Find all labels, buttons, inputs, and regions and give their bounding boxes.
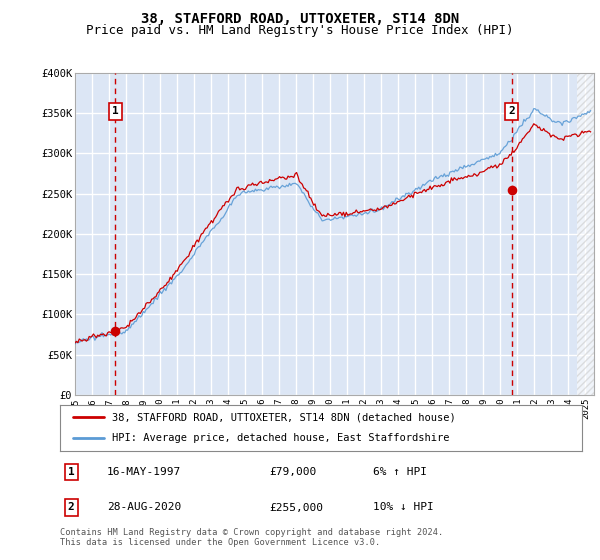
Text: 38, STAFFORD ROAD, UTTOXETER, ST14 8DN (detached house): 38, STAFFORD ROAD, UTTOXETER, ST14 8DN (…	[112, 412, 456, 422]
Text: £79,000: £79,000	[269, 467, 316, 477]
Text: Contains HM Land Registry data © Crown copyright and database right 2024.
This d: Contains HM Land Registry data © Crown c…	[60, 528, 443, 547]
Text: 10% ↓ HPI: 10% ↓ HPI	[373, 502, 434, 512]
Point	[507, 185, 517, 194]
Text: 6% ↑ HPI: 6% ↑ HPI	[373, 467, 427, 477]
Text: Price paid vs. HM Land Registry's House Price Index (HPI): Price paid vs. HM Land Registry's House …	[86, 24, 514, 36]
Text: 28-AUG-2020: 28-AUG-2020	[107, 502, 181, 512]
Text: 2: 2	[508, 106, 515, 116]
Text: 1: 1	[112, 106, 119, 116]
Text: 2: 2	[68, 502, 74, 512]
Text: £255,000: £255,000	[269, 502, 323, 512]
Text: 16-MAY-1997: 16-MAY-1997	[107, 467, 181, 477]
Point	[110, 326, 120, 335]
Bar	[577, 73, 594, 395]
Text: 38, STAFFORD ROAD, UTTOXETER, ST14 8DN: 38, STAFFORD ROAD, UTTOXETER, ST14 8DN	[141, 12, 459, 26]
Text: 1: 1	[68, 467, 74, 477]
Text: HPI: Average price, detached house, East Staffordshire: HPI: Average price, detached house, East…	[112, 433, 450, 444]
